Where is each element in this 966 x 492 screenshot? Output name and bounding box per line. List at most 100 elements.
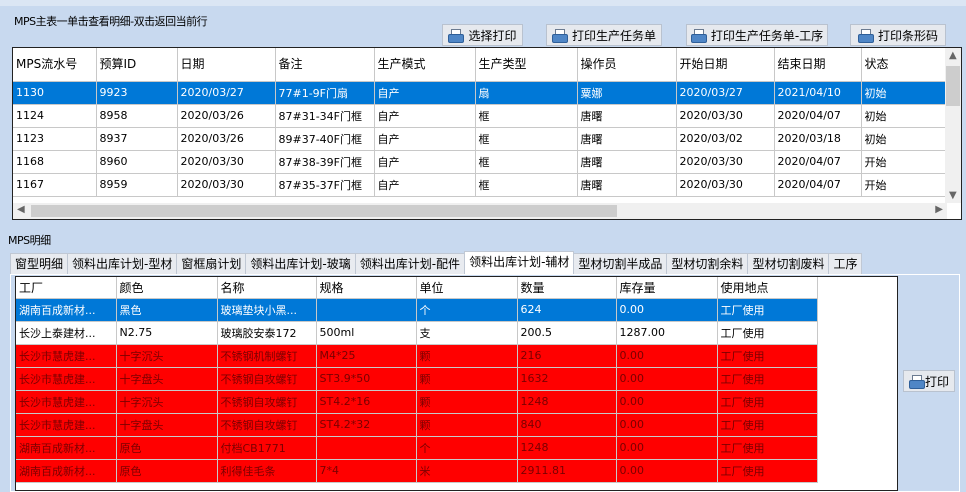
tab-3[interactable]: 领料出库计划-玻璃 bbox=[245, 253, 356, 274]
tab-7[interactable]: 型材切割余料 bbox=[666, 253, 749, 274]
table-cell: 2020/04/07 bbox=[774, 150, 862, 174]
column-header[interactable]: 名称 bbox=[217, 277, 317, 299]
scroll-right-icon[interactable]: ▶ bbox=[935, 204, 943, 215]
table-cell: 不锈钢自攻螺钉 bbox=[217, 413, 317, 437]
table-cell: 8958 bbox=[96, 104, 178, 128]
table-cell: 玻璃垫块小黑... bbox=[217, 298, 317, 322]
print-task-process-button[interactable]: 打印生产任务单-工序 bbox=[686, 24, 828, 46]
table-cell: 长沙市慧虎建... bbox=[16, 367, 117, 391]
tab-1[interactable]: 领料出库计划-型材 bbox=[67, 253, 178, 274]
table-cell: 颗 bbox=[416, 367, 518, 391]
column-header[interactable]: 颜色 bbox=[116, 277, 218, 299]
printer-icon bbox=[690, 28, 707, 43]
column-header[interactable]: 操作员 bbox=[577, 48, 677, 82]
tab-4[interactable]: 领料出库计划-配件 bbox=[354, 253, 466, 274]
table-cell: 支 bbox=[416, 321, 518, 345]
scroll-left-icon[interactable]: ◀ bbox=[17, 204, 25, 215]
table-cell: 2911.81 bbox=[517, 459, 617, 483]
table-cell: 0.00 bbox=[616, 459, 718, 483]
scroll-thumb[interactable] bbox=[31, 205, 617, 217]
table-cell: 付档CB1771 bbox=[217, 436, 317, 460]
table-cell: 工厂使用 bbox=[717, 298, 818, 322]
table-cell: 2020/03/26 bbox=[177, 104, 276, 128]
table-cell: 玻璃胶安泰172 bbox=[217, 321, 317, 345]
column-header[interactable]: 工厂 bbox=[16, 277, 117, 299]
horizontal-scrollbar[interactable]: ◀ ▶ bbox=[13, 203, 947, 219]
table-cell: 框 bbox=[475, 173, 578, 197]
table-cell: 工厂使用 bbox=[717, 436, 818, 460]
print-barcode-button[interactable]: 打印条形码 bbox=[850, 24, 946, 46]
tab-9[interactable]: 工序 bbox=[828, 253, 863, 274]
master-grid[interactable]: MPS流水号 预算ID 日期 备注 生产模式 生产类型 操作员 开始日期 结束日期 状态 1130… bbox=[12, 47, 962, 220]
table-cell: 利得佳毛条 bbox=[217, 459, 317, 483]
table-cell: 颗 bbox=[416, 390, 518, 414]
table-cell: 原色 bbox=[116, 459, 218, 483]
table-cell: 0.00 bbox=[616, 413, 718, 437]
button-label: 打印生产任务单-工序 bbox=[710, 28, 824, 43]
column-header[interactable]: 状态 bbox=[861, 48, 948, 82]
column-header[interactable]: 开始日期 bbox=[676, 48, 775, 82]
table-cell: 8960 bbox=[96, 150, 178, 174]
column-header[interactable]: 数量 bbox=[517, 277, 617, 299]
table-row[interactable]: 1167 8959 2020/03/30 87#35-37F门框 自产框唐曙 2020/0… bbox=[13, 173, 948, 197]
table-cell: 1167 bbox=[13, 173, 97, 197]
table-cell: 工厂使用 bbox=[717, 367, 818, 391]
table-row[interactable]: 长沙上泰建材... N2.75 玻璃胶安泰172 500ml 支 200.5 1287.00… bbox=[16, 321, 818, 345]
column-header[interactable]: 使用地点 bbox=[717, 277, 818, 299]
column-header[interactable]: 日期 bbox=[177, 48, 276, 82]
scroll-up-icon[interactable]: ▲ bbox=[949, 50, 957, 61]
button-label: 打印条形码 bbox=[877, 28, 938, 43]
table-row[interactable]: 长沙市慧虎建... 十字盘头 不锈钢自攻螺钉 ST3.9*50 颗 1632 0.00 工厂使… bbox=[16, 367, 818, 391]
table-cell: 1124 bbox=[13, 104, 97, 128]
table-cell: 8959 bbox=[96, 173, 178, 197]
table-cell: 2020/04/07 bbox=[774, 104, 862, 128]
table-cell: 1130 bbox=[13, 81, 97, 105]
table-row[interactable]: 湖南百成新材... 原色 利得佳毛条 7*4 米 2911.81 0.00 工厂使用 bbox=[16, 459, 818, 483]
column-header[interactable]: MPS流水号 bbox=[13, 48, 97, 82]
master-table: MPS流水号 预算ID 日期 备注 生产模式 生产类型 操作员 开始日期 结束日期 状态 1130… bbox=[13, 48, 948, 197]
table-cell: 2020/03/18 bbox=[774, 127, 862, 151]
tab-2[interactable]: 窗框扇计划 bbox=[176, 253, 247, 274]
scroll-down-icon[interactable]: ▼ bbox=[949, 190, 957, 201]
column-header[interactable]: 备注 bbox=[275, 48, 375, 82]
column-header[interactable]: 库存量 bbox=[616, 277, 718, 299]
table-cell: 原色 bbox=[116, 436, 218, 460]
printer-icon bbox=[908, 374, 925, 389]
column-header[interactable]: 预算ID bbox=[96, 48, 178, 82]
tab-8[interactable]: 型材切割废料 bbox=[747, 253, 830, 274]
table-cell: 2020/03/02 bbox=[676, 127, 775, 151]
table-cell: 1632 bbox=[517, 367, 617, 391]
printer-icon bbox=[448, 28, 465, 43]
table-cell: 框 bbox=[475, 104, 578, 128]
table-cell: 颗 bbox=[416, 413, 518, 437]
select-print-button[interactable]: 选择打印 bbox=[442, 24, 523, 46]
tab-6[interactable]: 型材切割半成品 bbox=[573, 253, 668, 274]
column-header[interactable]: 生产模式 bbox=[374, 48, 476, 82]
table-cell: 2020/04/07 bbox=[774, 173, 862, 197]
column-header[interactable]: 规格 bbox=[316, 277, 417, 299]
scroll-thumb[interactable] bbox=[946, 66, 960, 106]
table-cell: 长沙市慧虎建... bbox=[16, 390, 117, 414]
table-row[interactable]: 1168 8960 2020/03/30 87#38-39F门框 自产框唐曙 2020/0… bbox=[13, 150, 948, 174]
table-cell: N2.75 bbox=[116, 321, 218, 345]
table-row[interactable]: 1123 8937 2020/03/26 89#37-40F门框 自产框唐曙 2020/0… bbox=[13, 127, 948, 151]
column-header[interactable]: 结束日期 bbox=[774, 48, 862, 82]
table-row[interactable]: 湖南百成新材... 原色 付档CB1771 个 1248 0.00 工厂使用 bbox=[16, 436, 818, 460]
table-row[interactable]: 长沙市慧虎建... 十字盘头 不锈钢自攻螺钉 ST4.2*32 颗 840 0.00 工厂使用 bbox=[16, 413, 818, 437]
column-header[interactable]: 单位 bbox=[416, 277, 518, 299]
tab-5[interactable]: 领料出库计划-辅材 bbox=[464, 251, 575, 274]
table-row[interactable]: 长沙市慧虎建... 十字沉头 不锈钢机制螺钉 M4*25 颗 216 0.00 工厂使用 bbox=[16, 344, 818, 368]
tab-0[interactable]: 窗型明细 bbox=[10, 253, 69, 274]
table-row[interactable]: 长沙市慧虎建... 十字沉头 不锈钢自攻螺钉 ST4.2*16 颗 1248 0.00 工厂使… bbox=[16, 390, 818, 414]
table-row[interactable]: 1124 8958 2020/03/26 87#31-34F门框 自产框唐曙 2020/0… bbox=[13, 104, 948, 128]
print-task-button[interactable]: 打印生产任务单 bbox=[546, 24, 662, 46]
table-row[interactable]: 1130 9923 2020/03/27 77#1-9F门扇 自产扇粟娜 2020/03/… bbox=[13, 81, 948, 105]
table-row[interactable]: 湖南百成新材... 黑色 玻璃垫块小黑... 个 624 0.00 工厂使用 bbox=[16, 298, 818, 322]
column-header[interactable]: 生产类型 bbox=[475, 48, 578, 82]
table-cell: 0.00 bbox=[616, 436, 718, 460]
table-cell: 长沙市慧虎建... bbox=[16, 413, 117, 437]
detail-grid[interactable]: 工厂 颜色 名称 规格 单位 数量 库存量 使用地点 湖南百成新材... 黑色 玻璃垫块小黑...… bbox=[15, 276, 898, 491]
detail-print-button[interactable]: 打印 bbox=[903, 370, 955, 392]
vertical-scrollbar[interactable]: ▲ ▼ bbox=[945, 48, 961, 203]
table-cell: 长沙上泰建材... bbox=[16, 321, 117, 345]
